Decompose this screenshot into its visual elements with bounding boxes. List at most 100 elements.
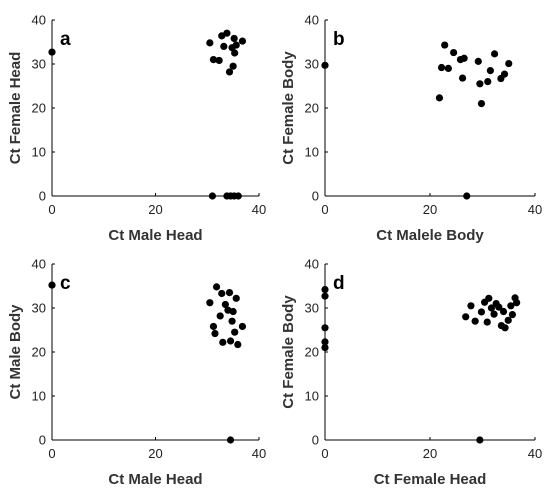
data-point bbox=[490, 310, 498, 318]
data-point bbox=[238, 322, 247, 331]
x-tick-label: 20 bbox=[148, 446, 162, 461]
x-tick-label: 40 bbox=[528, 202, 542, 217]
panel-b: 0 10 20 30 40 0 20 40 Ct Malele Body Ct Female Bo… bbox=[280, 13, 542, 245]
panel-c: 0 10 20 30 40 0 20 40 Ct Male Head Ct Male Body c bbox=[7, 257, 266, 489]
data-point bbox=[483, 318, 491, 326]
y-tick-label: 10 bbox=[32, 145, 46, 160]
x-axis-label: Ct Male Head bbox=[108, 471, 202, 488]
x-tick-label: 40 bbox=[252, 446, 266, 461]
data-point bbox=[476, 80, 484, 88]
data-point bbox=[209, 322, 218, 331]
data-point bbox=[467, 302, 475, 310]
data-point bbox=[212, 283, 221, 291]
y-tick-label: 20 bbox=[32, 345, 46, 360]
data-point bbox=[486, 67, 494, 75]
y-tick-label: 0 bbox=[312, 189, 319, 204]
data-point bbox=[485, 294, 493, 302]
y-tick-label: 30 bbox=[32, 301, 46, 316]
y-axis-label: Ct Female Head bbox=[7, 52, 24, 165]
panel-letter: b bbox=[333, 29, 345, 50]
data-point bbox=[206, 299, 214, 307]
data-point bbox=[499, 307, 508, 316]
x-tick-label: 20 bbox=[148, 202, 162, 217]
x-tick-label: 20 bbox=[423, 202, 437, 217]
data-point bbox=[513, 299, 521, 307]
data-point bbox=[321, 338, 329, 346]
data-point bbox=[211, 329, 219, 338]
data-point bbox=[474, 57, 482, 65]
data-point bbox=[229, 62, 237, 70]
data-point bbox=[505, 59, 513, 68]
data-point bbox=[230, 34, 238, 43]
data-point bbox=[215, 56, 223, 65]
data-point bbox=[231, 49, 239, 57]
data-point bbox=[441, 41, 449, 49]
data-point bbox=[435, 94, 444, 102]
data-point bbox=[231, 328, 239, 336]
data-point bbox=[48, 48, 56, 56]
data-point bbox=[458, 74, 467, 82]
x-tick-label: 0 bbox=[321, 446, 328, 461]
data-point bbox=[221, 300, 229, 309]
y-axis-label: Ct Female Body bbox=[280, 51, 297, 165]
data-point bbox=[476, 436, 484, 444]
data-point bbox=[206, 39, 214, 47]
data-point bbox=[232, 41, 240, 49]
data-point bbox=[321, 285, 329, 294]
data-point bbox=[216, 312, 224, 320]
x-tick-label: 0 bbox=[48, 446, 55, 461]
data-point bbox=[321, 61, 329, 69]
data-point bbox=[501, 324, 509, 332]
y-tick-label: 10 bbox=[305, 389, 319, 404]
y-axis-label: Ct Male Body bbox=[7, 304, 24, 400]
x-tick-label: 40 bbox=[252, 202, 266, 217]
y-tick-label: 20 bbox=[305, 345, 319, 360]
panel-letter: c bbox=[60, 273, 71, 294]
data-point bbox=[500, 70, 509, 78]
data-point bbox=[228, 317, 236, 325]
x-tick-label: 40 bbox=[528, 446, 542, 461]
data-point bbox=[232, 294, 240, 302]
y-tick-label: 20 bbox=[305, 101, 319, 116]
data-point bbox=[450, 48, 458, 57]
data-point bbox=[208, 192, 217, 200]
data-point bbox=[321, 292, 329, 300]
data-point bbox=[463, 192, 471, 200]
y-tick-label: 10 bbox=[32, 389, 46, 404]
x-tick-label: 20 bbox=[423, 446, 437, 461]
data-point bbox=[234, 340, 242, 349]
data-point bbox=[462, 313, 470, 321]
y-tick-label: 30 bbox=[305, 301, 319, 316]
data-point bbox=[209, 56, 218, 64]
data-point bbox=[487, 304, 496, 312]
data-point bbox=[226, 337, 235, 345]
y-axis-label: Ct Female Body bbox=[280, 295, 297, 409]
data-point bbox=[229, 307, 237, 316]
y-tick-label: 40 bbox=[32, 257, 46, 272]
y-tick-label: 10 bbox=[305, 145, 319, 160]
panel-letter: a bbox=[60, 29, 71, 50]
x-tick-label: 0 bbox=[48, 202, 55, 217]
y-tick-label: 0 bbox=[312, 433, 319, 448]
x-axis-label: Ct Female Head bbox=[374, 471, 487, 488]
data-point bbox=[437, 63, 446, 72]
x-axis-label: Ct Male Head bbox=[108, 227, 202, 244]
data-point bbox=[48, 281, 56, 289]
data-point bbox=[477, 100, 486, 108]
data-point bbox=[223, 29, 231, 37]
data-point bbox=[321, 324, 329, 332]
data-point bbox=[225, 289, 234, 297]
y-tick-label: 40 bbox=[305, 13, 319, 28]
y-tick-label: 20 bbox=[32, 101, 46, 116]
data-point bbox=[220, 42, 228, 51]
data-point bbox=[477, 308, 486, 316]
y-tick-label: 40 bbox=[305, 257, 319, 272]
panel-letter: d bbox=[333, 273, 345, 294]
data-point bbox=[238, 37, 247, 45]
data-point bbox=[444, 64, 452, 72]
data-point bbox=[507, 302, 515, 310]
y-tick-label: 30 bbox=[305, 57, 319, 72]
data-point bbox=[226, 436, 235, 444]
data-point bbox=[490, 50, 499, 58]
